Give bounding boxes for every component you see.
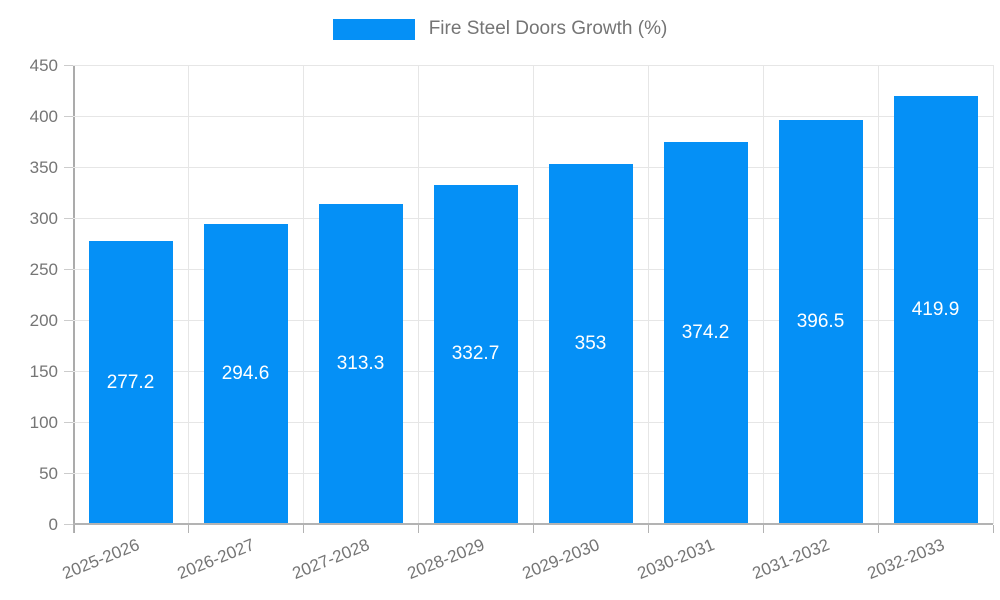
- legend-label: Fire Steel Doors Growth (%): [428, 18, 668, 39]
- x-tick-mark: [532, 525, 534, 533]
- gridline-vertical: [877, 65, 879, 524]
- y-tick-label: 50: [39, 464, 58, 483]
- bar-2030-2031[interactable]: 374.2: [663, 142, 748, 524]
- x-tick-label: 2032-2033: [864, 535, 947, 584]
- bar-value-label: 277.2: [106, 371, 155, 393]
- bar-value-label: 353: [574, 332, 607, 354]
- y-tick-label: 250: [29, 260, 58, 279]
- plot-area: 277.2 294.6 313.3 332.7 353 374.2 396.5 419.9: [73, 64, 994, 524]
- x-tick-label: 2027-2028: [289, 535, 372, 584]
- bar-2028-2029[interactable]: 332.7: [433, 184, 518, 524]
- x-tick-label: 2031-2032: [749, 535, 832, 584]
- y-tick-mark: [64, 370, 73, 372]
- bar-2026-2027[interactable]: 294.6: [203, 223, 288, 524]
- x-tick-mark: [72, 525, 74, 533]
- bar-value-label: 419.9: [911, 298, 960, 320]
- bar-2031-2032[interactable]: 396.5: [778, 119, 863, 524]
- x-tick-mark: [302, 525, 304, 533]
- y-tick-label: 400: [29, 107, 58, 126]
- bar-value-label: 374.2: [681, 322, 730, 344]
- y-tick-mark: [64, 472, 73, 474]
- y-tick-label: 0: [48, 515, 58, 534]
- y-tick-mark: [64, 268, 73, 270]
- y-tick-label: 300: [29, 209, 58, 228]
- y-tick-label: 350: [29, 158, 58, 177]
- y-tick-mark: [64, 217, 73, 219]
- gridline-vertical: [302, 65, 304, 524]
- x-tick-label: 2026-2027: [174, 535, 257, 584]
- x-tick-label: 2029-2030: [519, 535, 602, 584]
- x-tick-label: 2030-2031: [634, 535, 717, 584]
- x-tick-mark: [647, 525, 649, 533]
- x-tick-label: 2025-2026: [59, 535, 142, 584]
- bar-value-label: 313.3: [336, 353, 385, 375]
- bar-2027-2028[interactable]: 313.3: [318, 204, 403, 524]
- y-tick-mark: [64, 319, 73, 321]
- bar-2032-2033[interactable]: 419.9: [893, 95, 978, 524]
- y-tick-label: 200: [29, 311, 58, 330]
- gridline-vertical: [187, 65, 189, 524]
- gridline-vertical: [417, 65, 419, 524]
- gridline-vertical: [647, 65, 649, 524]
- legend-color-swatch: [332, 18, 415, 40]
- y-axis-line: [73, 65, 75, 533]
- x-tick-mark: [762, 525, 764, 533]
- bar-value-label: 396.5: [796, 310, 845, 332]
- chart-legend[interactable]: Fire Steel Doors Growth (%): [0, 18, 1000, 40]
- y-tick-label: 450: [29, 56, 58, 75]
- bar-value-label: 332.7: [451, 343, 500, 365]
- gridline-vertical: [762, 65, 764, 524]
- y-tick-label: 100: [29, 413, 58, 432]
- bar-2029-2030[interactable]: 353: [548, 163, 633, 524]
- gridline-vertical: [992, 65, 994, 524]
- x-tick-mark: [417, 525, 419, 533]
- y-tick-mark: [64, 64, 73, 66]
- bar-2025-2026[interactable]: 277.2: [88, 241, 173, 524]
- x-tick-label: 2028-2029: [404, 535, 487, 584]
- y-tick-mark: [64, 115, 73, 117]
- gridline-vertical: [532, 65, 534, 524]
- y-tick-label: 150: [29, 362, 58, 381]
- y-tick-mark: [64, 421, 73, 423]
- x-tick-mark: [187, 525, 189, 533]
- x-tick-mark: [877, 525, 879, 533]
- y-tick-mark: [64, 166, 73, 168]
- bar-value-label: 294.6: [221, 362, 270, 384]
- x-tick-mark: [992, 525, 994, 533]
- x-axis-line: [73, 523, 993, 525]
- y-tick-mark: [64, 523, 73, 525]
